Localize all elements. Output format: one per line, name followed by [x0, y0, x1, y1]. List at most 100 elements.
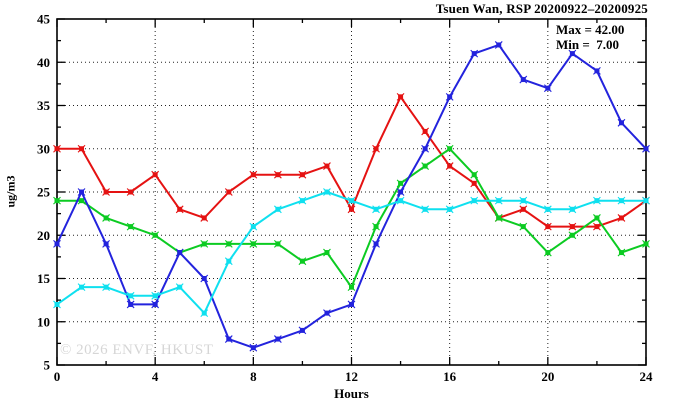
series-red-point — [347, 205, 356, 214]
series-cyan-point — [470, 196, 479, 205]
series-cyan-point — [273, 205, 282, 214]
series-red-point — [421, 127, 430, 136]
series-green-point — [642, 240, 650, 248]
series-cyan-point — [445, 205, 454, 214]
series-green-point — [126, 222, 135, 231]
series-green-line — [57, 147, 647, 289]
series-green-point — [494, 214, 503, 222]
series-green-point — [396, 179, 405, 188]
y-tick-label: 45 — [37, 12, 51, 27]
series-green-point — [224, 240, 233, 248]
series-green-point — [470, 170, 479, 179]
x-tick-label: 4 — [152, 369, 159, 384]
watermark: © 2026 ENVF, HKUST — [60, 342, 214, 358]
series-green-point — [593, 214, 601, 222]
series-blue-point — [249, 343, 258, 352]
y-tick-label: 5 — [44, 358, 51, 373]
x-tick-label: 8 — [250, 369, 257, 384]
series-green-point — [543, 248, 552, 257]
series-blue-point — [102, 240, 110, 248]
series-red-point — [593, 222, 601, 231]
series-cyan-point — [494, 196, 503, 205]
series-cyan-point — [421, 205, 430, 214]
max-min-legend: Max = 42.00 Min = 7.00 — [556, 22, 624, 52]
chart-title: Tsuen Wan, RSP 20200922–20200925 — [435, 1, 648, 16]
series-blue-point — [543, 84, 552, 93]
series-cyan-point — [77, 283, 86, 292]
series-red-point — [543, 222, 552, 231]
series-red-point — [298, 170, 307, 179]
series-blue-point — [642, 144, 650, 153]
series-cyan-point — [593, 196, 601, 205]
series-red-point — [53, 144, 61, 153]
series-red-point — [617, 214, 626, 222]
series-cyan-point — [298, 196, 307, 205]
series-red-point — [224, 188, 233, 196]
series-blue-point — [53, 240, 61, 248]
series-blue-point — [347, 300, 356, 309]
series-cyan-point — [53, 300, 61, 309]
x-axis-label: Hours — [334, 386, 369, 401]
series-blue-point — [568, 49, 577, 58]
y-tick-label: 25 — [37, 185, 51, 200]
x-tick-label: 24 — [640, 369, 654, 384]
series-cyan-point — [543, 205, 552, 214]
series-red-point — [200, 214, 209, 222]
legend-min-line: Min = 7.00 — [556, 37, 620, 52]
plot-frame — [56, 18, 647, 366]
series-blue-point — [200, 274, 209, 283]
series-cyan-point — [519, 196, 528, 205]
legend-max-line: Max = 42.00 — [556, 22, 625, 37]
series-red-point — [519, 205, 528, 214]
series-cyan-point — [151, 291, 160, 300]
series-green-point — [151, 231, 160, 240]
series-red-point — [470, 179, 479, 188]
series-blue-point — [298, 326, 307, 335]
series-red-point — [151, 170, 160, 179]
series-cyan-point — [200, 309, 209, 317]
series-green-point — [445, 144, 454, 153]
series-cyan-point — [617, 196, 626, 205]
series-green-point — [323, 248, 331, 257]
series-cyan-point — [126, 291, 135, 300]
series-green-point — [200, 240, 209, 248]
series-cyan-point — [396, 196, 405, 205]
series-cyan-point — [568, 205, 577, 214]
series-green-point — [519, 222, 528, 231]
series-blue-point — [224, 335, 233, 343]
series-cyan-point — [372, 205, 380, 214]
series-red-point — [102, 188, 110, 196]
y-tick-label: 30 — [37, 141, 50, 156]
y-tick-label: 20 — [37, 228, 50, 243]
series-cyan-point — [102, 283, 110, 292]
series-blue-point — [323, 309, 331, 317]
series-green-point — [347, 283, 356, 292]
y-tick-label: 35 — [37, 98, 51, 113]
series-cyan-point — [323, 188, 331, 196]
series-blue-point — [77, 188, 86, 196]
series-red-point — [77, 144, 86, 153]
x-tick-label: 16 — [443, 369, 457, 384]
series-red-point — [249, 170, 258, 179]
series-blue-point — [151, 300, 160, 309]
series-red-point — [445, 162, 454, 170]
y-tick-label: 15 — [37, 271, 51, 286]
y-tick-label: 40 — [37, 55, 50, 70]
series-red-point — [372, 144, 380, 153]
series-blue-point — [273, 335, 282, 343]
series-blue-point — [470, 49, 479, 58]
series-red-point — [175, 205, 184, 214]
series-green-point — [421, 162, 430, 170]
series-green-point — [102, 214, 110, 222]
series-red-point — [568, 222, 577, 231]
series-green-point — [568, 231, 577, 240]
x-tick-label: 20 — [541, 369, 554, 384]
series-green-point — [372, 222, 380, 231]
series-cyan-point — [249, 222, 258, 231]
series-blue-point — [593, 67, 601, 75]
series-blue-point — [372, 240, 380, 248]
series-green-point — [273, 240, 282, 248]
series-blue-point — [494, 41, 503, 49]
series-red-point — [273, 170, 282, 179]
